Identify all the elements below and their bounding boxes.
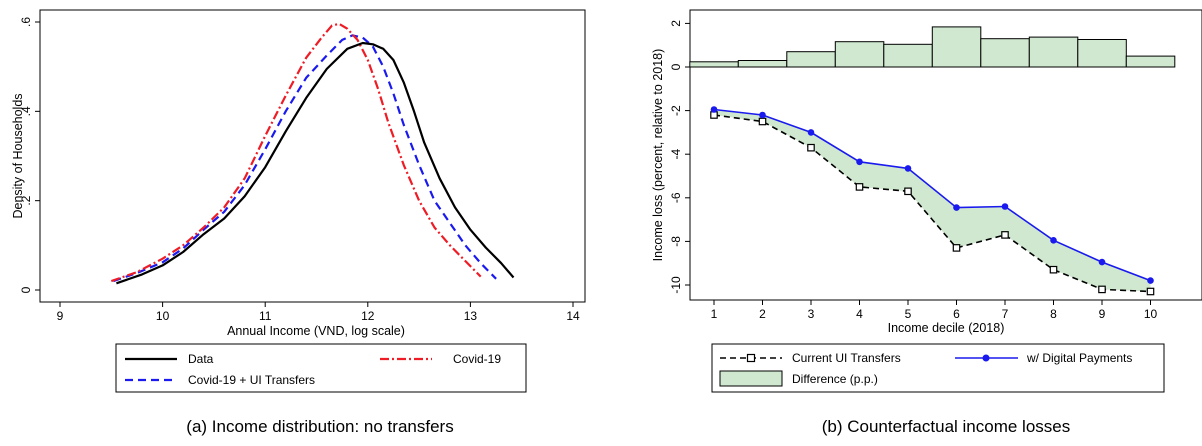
difference-bar	[883, 43, 933, 68]
series-current-ui-transfers-marker	[952, 244, 961, 252]
legend-marker-circle	[982, 354, 990, 362]
left-y-tick-label: 0	[19, 286, 33, 293]
left-legend: Data Covid-19 Covid-19 + UI Transfers	[115, 343, 527, 393]
series-w-digital-payments-marker	[1147, 277, 1154, 284]
left-x-tick-label: 14	[566, 309, 580, 323]
series-current-ui-transfers-marker	[1049, 265, 1058, 274]
left-y-tick-label: .4	[19, 106, 33, 116]
right-y-tick-label: -2	[669, 105, 683, 116]
difference-bar	[689, 61, 739, 68]
series-w-digital-payments-marker	[759, 111, 766, 119]
left-plot-frame	[39, 9, 586, 303]
left-series-lines	[110, 22, 515, 285]
right-difference-area	[714, 109, 1151, 292]
left-y-axis-label: Density of Households	[11, 93, 25, 218]
caption-right: (b) Counterfactual income losses	[822, 417, 1071, 436]
difference-bar	[980, 38, 1030, 68]
right-x-tick-label: 1	[711, 307, 718, 321]
right-y-tick-label: -8	[669, 236, 683, 247]
difference-bar	[786, 51, 836, 68]
right-plot-frame	[689, 9, 1202, 301]
right-x-tick-label: 6	[953, 307, 960, 321]
chart-left: 0 .2 .4 .6 9 10 11 12 13 14 Annual Income (VND, …	[11, 9, 586, 393]
right-x-tick-label: 8	[1050, 307, 1057, 321]
left-legend-box	[115, 343, 527, 393]
series-w-digital-payments-marker	[1050, 237, 1057, 244]
difference-bar	[834, 41, 885, 68]
legend-label-digital: w/ Digital Payments	[1026, 351, 1132, 365]
series-w-digital-payments-marker	[904, 165, 912, 172]
left-series-covid-19-line	[110, 22, 482, 283]
right-y-axis-label: Income loss (percent, relative to 2018)	[651, 49, 665, 262]
left-series-covid-19-ui-transfers-line	[113, 34, 497, 283]
left-x-tick-label: 13	[464, 309, 478, 323]
chart-right: 2 0 -2 -4 -6 -8 -10 1 2 3 4 5 6 7 8 9 10 Income decile …	[651, 9, 1202, 393]
legend-label-difference: Difference (p.p.)	[792, 372, 878, 386]
right-legend-box	[711, 343, 1165, 393]
left-x-tick-label: 12	[361, 309, 375, 323]
series-current-ui-transfers-marker	[1146, 287, 1155, 296]
right-x-tick-label: 4	[856, 307, 863, 321]
right-x-axis: 1 2 3 4 5 6 7 8 9 10	[711, 300, 1158, 321]
legend-label-covid: Covid-19	[453, 352, 501, 366]
difference-bar	[1077, 39, 1127, 68]
series-w-digital-payments-marker	[953, 204, 960, 211]
difference-bar	[931, 26, 982, 68]
legend-label-current-ui: Current UI Transfers	[792, 351, 901, 365]
left-x-tick-label: 10	[156, 309, 170, 323]
left-x-axis-label: Annual Income (VND, log scale)	[227, 324, 405, 338]
difference-bar	[737, 60, 788, 68]
series-w-digital-payments-marker	[807, 129, 815, 136]
right-x-tick-label: 5	[905, 307, 912, 321]
left-x-tick-label: 9	[57, 309, 64, 323]
legend-label-covid-ui: Covid-19 + UI Transfers	[188, 373, 315, 387]
right-y-axis: 2 0 -2 -4 -6 -8 -10	[669, 20, 690, 294]
difference-bar	[1028, 36, 1079, 68]
difference-area	[714, 109, 1151, 292]
right-x-tick-label: 10	[1144, 307, 1158, 321]
series-w-digital-payments-line	[713, 108, 1151, 282]
series-current-ui-transfers-marker	[807, 143, 815, 152]
right-legend: Current UI Transfers w/ Digital Payments…	[711, 343, 1165, 393]
left-y-tick-label: .2	[19, 195, 33, 205]
legend-marker-square	[746, 353, 756, 363]
series-w-digital-payments-marker	[856, 158, 863, 166]
left-x-tick-label: 11	[259, 309, 272, 323]
left-y-tick-label: .6	[19, 17, 33, 27]
right-series-lines	[710, 106, 1155, 296]
right-y-tick-label: -6	[669, 192, 683, 203]
series-current-ui-transfers-marker	[758, 117, 767, 126]
series-current-ui-transfers-line	[713, 114, 1151, 293]
right-x-tick-label: 9	[1099, 307, 1106, 321]
left-x-axis: 9 10 11 12 13 14	[57, 302, 580, 323]
caption-left: (a) Income distribution: no transfers	[186, 417, 453, 436]
difference-bar	[1125, 55, 1176, 68]
legend-swatch-difference	[719, 370, 783, 387]
right-x-tick-label: 7	[1002, 307, 1009, 321]
right-difference-bars	[689, 26, 1176, 68]
right-y-tick-label: 0	[669, 63, 683, 70]
series-w-digital-payments-marker	[1001, 203, 1009, 210]
right-x-axis-label: Income decile (2018)	[888, 321, 1005, 335]
right-x-tick-label: 3	[808, 307, 815, 321]
left-series-data-line	[116, 41, 515, 285]
series-current-ui-transfers-marker	[855, 183, 864, 191]
series-current-ui-transfers-marker	[1001, 231, 1009, 239]
right-y-tick-label: -10	[669, 276, 683, 294]
series-current-ui-transfers-marker	[1098, 285, 1106, 294]
legend-label-data: Data	[188, 352, 214, 366]
right-x-tick-label: 2	[759, 307, 766, 321]
right-y-tick-label: -4	[669, 149, 683, 160]
series-current-ui-transfers-marker	[904, 187, 912, 196]
right-y-tick-label: 2	[669, 20, 683, 27]
left-y-axis: 0 .2 .4 .6	[19, 17, 40, 293]
series-w-digital-payments-marker	[1098, 258, 1106, 266]
series-w-digital-payments-marker	[710, 106, 718, 113]
